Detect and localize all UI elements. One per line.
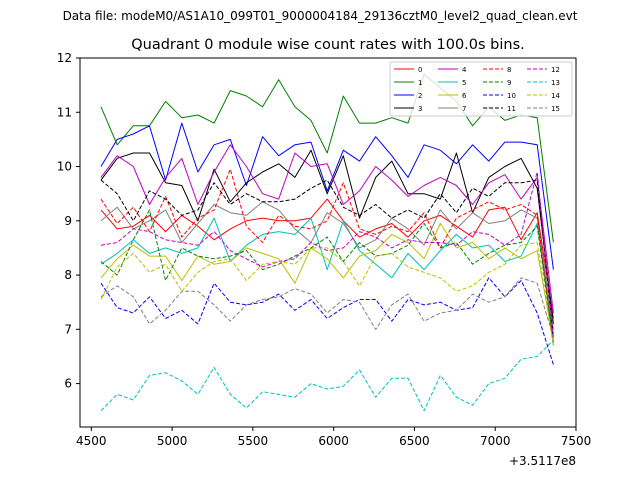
legend-label-12: 12 — [551, 66, 560, 74]
chart-title: Quadrant 0 module wise count rates with … — [131, 37, 525, 53]
series-line-13 — [100, 339, 554, 412]
series-line-12 — [100, 171, 554, 338]
legend-label-7: 7 — [462, 105, 466, 113]
y-tick-label: 6 — [64, 377, 72, 391]
x-tick-label: 6000 — [318, 434, 349, 448]
legend-label-9: 9 — [507, 79, 511, 87]
y-tick-label: 10 — [57, 160, 72, 174]
legend-label-13: 13 — [551, 79, 560, 87]
x-tick-label: 5000 — [157, 434, 188, 448]
series-line-0 — [100, 198, 554, 319]
x-tick-label: 5500 — [238, 434, 269, 448]
series-line-8 — [100, 168, 554, 346]
plot-frame — [79, 57, 577, 428]
y-tick-label: 7 — [64, 322, 72, 336]
x-axis-ticks: 4500 5000 5500 6000 6500 7000 7500 — [76, 427, 591, 448]
y-tick-label: 11 — [57, 105, 72, 119]
chart-suptitle: Data file: modeM0/AS1A10_099T01_90000041… — [63, 9, 578, 23]
y-tick-label: 12 — [57, 51, 72, 65]
legend-label-14: 14 — [551, 92, 560, 100]
legend-label-5: 5 — [462, 79, 466, 87]
legend-label-8: 8 — [507, 66, 511, 74]
x-tick-label: 7500 — [561, 434, 592, 448]
legend-label-0: 0 — [418, 66, 422, 74]
legend-label-1: 1 — [418, 79, 422, 87]
series-layer — [100, 73, 554, 412]
series-line-6 — [100, 223, 554, 343]
legend-label-6: 6 — [462, 92, 467, 100]
y-tick-label: 9 — [64, 214, 72, 228]
series-line-3 — [100, 149, 554, 324]
series-line-1 — [100, 73, 554, 243]
legend-label-2: 2 — [418, 92, 422, 100]
series-line-11 — [100, 179, 554, 338]
y-tick-label: 8 — [64, 268, 72, 282]
series-line-9 — [100, 209, 554, 343]
series-line-14 — [100, 242, 554, 346]
legend-label-11: 11 — [507, 105, 516, 113]
series-line-7 — [100, 201, 554, 330]
series-line-5 — [100, 217, 554, 338]
legend-box — [389, 61, 573, 117]
legend-label-15: 15 — [551, 105, 560, 113]
x-offset-label: +3.5117e8 — [509, 454, 576, 468]
y-axis-ticks: 6 7 8 9 10 11 12 — [57, 51, 80, 391]
x-tick-label: 6500 — [399, 434, 430, 448]
series-line-4 — [100, 144, 554, 314]
series-line-2 — [100, 122, 554, 270]
series-line-10 — [100, 277, 554, 365]
x-tick-label: 4500 — [76, 434, 107, 448]
legend-label-3: 3 — [418, 105, 422, 113]
legend-label-10: 10 — [507, 92, 516, 100]
series-line-15 — [100, 277, 554, 338]
x-tick-label: 7000 — [480, 434, 511, 448]
legend-label-4: 4 — [462, 66, 467, 74]
